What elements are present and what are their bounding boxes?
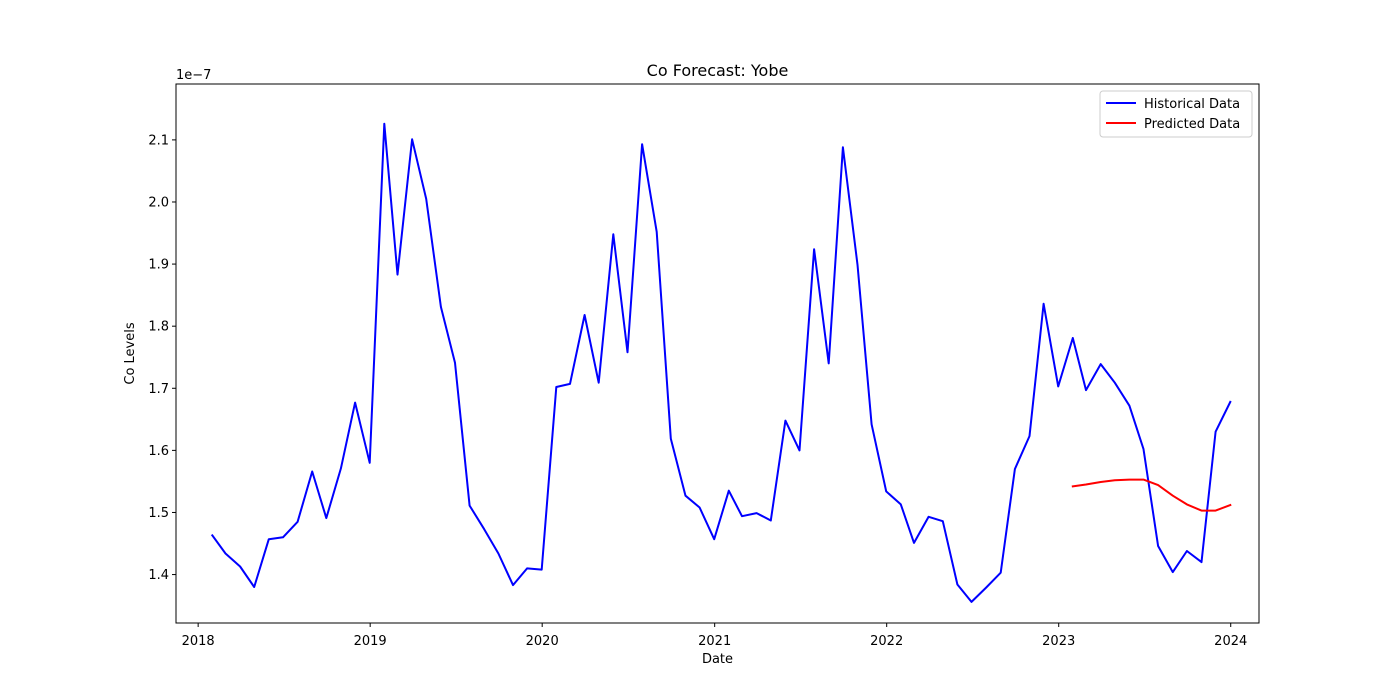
y-tick-label: 1.4: [148, 568, 169, 583]
y-tick-label: 1.5: [148, 506, 169, 521]
y-tick-label: 1.6: [148, 444, 169, 459]
predicted-data-line: [1071, 478, 1232, 512]
y-tick-label: 2.1: [148, 133, 169, 148]
legend: Historical Data Predicted Data: [1099, 90, 1253, 138]
x-axis-ticks: 2018 2019 2020 2021 2022 2023 2024: [182, 623, 1247, 649]
y-tick-label: 1.7: [148, 382, 169, 397]
series-layer: [210, 122, 1232, 603]
y-axis-ticks: 1.4 1.5 1.6 1.7 1.8 1.9 2.0 2.1: [148, 133, 176, 583]
x-tick-label: 2024: [1214, 634, 1247, 649]
y-tick-label: 2.0: [148, 195, 169, 210]
historical-data-line: [210, 122, 1232, 603]
chart-title: Co Forecast: Yobe: [647, 61, 789, 80]
y-axis-label: Co Levels: [123, 322, 138, 384]
legend-box: [1099, 90, 1253, 138]
legend-label-predicted: Predicted Data: [1144, 117, 1240, 132]
y-tick-label: 1.8: [148, 320, 169, 335]
y-offset-label: 1e−7: [176, 68, 211, 83]
x-tick-label: 2023: [1042, 634, 1075, 649]
x-tick-label: 2021: [698, 634, 731, 649]
x-axis-label: Date: [702, 652, 733, 667]
legend-label-historical: Historical Data: [1144, 97, 1240, 112]
x-tick-label: 2018: [182, 634, 215, 649]
x-tick-label: 2022: [870, 634, 903, 649]
y-tick-label: 1.9: [148, 258, 169, 273]
x-tick-label: 2019: [354, 634, 387, 649]
x-tick-label: 2020: [526, 634, 559, 649]
plot-frame: [175, 83, 1260, 624]
